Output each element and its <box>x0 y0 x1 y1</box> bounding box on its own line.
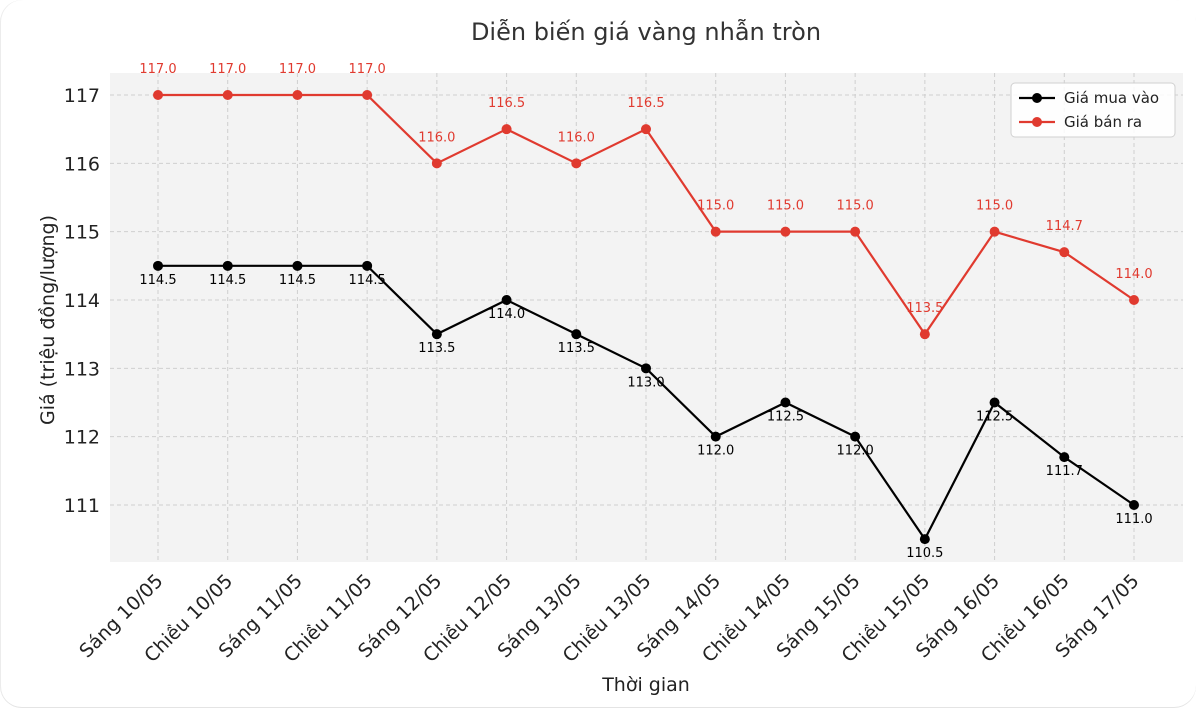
data-point <box>710 431 721 442</box>
y-tick-label: 111 <box>64 495 100 517</box>
legend-entry-label: Giá mua vào <box>1064 89 1159 107</box>
data-label: 114.5 <box>349 273 386 288</box>
legend-box <box>1010 82 1176 138</box>
x-axis-label: Thời gian <box>601 674 690 696</box>
data-labels-layer: 114.5 114.5 114.5 114.5 113.5 114.0 113.5 113.0… <box>139 62 1152 561</box>
data-label: 112.0 <box>697 444 734 459</box>
data-label: 111.0 <box>1115 512 1152 527</box>
data-label: 113.5 <box>906 301 943 316</box>
data-label: 112.0 <box>837 444 874 459</box>
data-point <box>501 294 512 305</box>
data-label: 115.0 <box>976 199 1013 214</box>
data-point <box>292 260 303 271</box>
data-point <box>431 329 442 340</box>
data-label: 114.7 <box>1046 219 1083 234</box>
data-label: 111.7 <box>1046 464 1083 479</box>
data-label: 113.0 <box>627 375 664 390</box>
data-label: 114.5 <box>139 273 176 288</box>
y-tick-label: 115 <box>64 222 100 244</box>
data-label: 117.0 <box>279 62 316 77</box>
y-tick-label: 114 <box>64 290 100 312</box>
data-point <box>850 431 861 442</box>
y-axis-label: Giá (triệu đồng/lượng) <box>37 215 59 425</box>
data-label: 115.0 <box>837 199 874 214</box>
data-point <box>222 260 233 271</box>
data-point <box>153 260 163 271</box>
data-point <box>850 226 861 237</box>
data-point <box>292 90 303 100</box>
y-tick-label: 117 <box>64 85 100 107</box>
data-label: 117.0 <box>349 62 386 77</box>
data-point <box>1129 294 1139 305</box>
data-point <box>780 397 791 408</box>
data-point <box>571 329 582 340</box>
data-label: 112.5 <box>767 409 804 424</box>
data-point <box>919 534 930 545</box>
data-label: 117.0 <box>209 62 246 77</box>
data-point <box>1059 452 1070 463</box>
data-point <box>362 90 373 100</box>
legend-swatch-marker <box>1032 117 1042 127</box>
data-label: 116.0 <box>418 130 455 145</box>
data-point <box>641 124 651 135</box>
data-point <box>501 124 512 135</box>
data-point <box>780 226 791 237</box>
data-label: 117.0 <box>139 62 176 77</box>
data-label: 114.5 <box>209 273 246 288</box>
data-label: 115.0 <box>767 199 804 214</box>
legend-swatch-marker <box>1032 93 1042 103</box>
data-label: 116.5 <box>488 96 525 111</box>
data-label: 116.0 <box>558 130 595 145</box>
data-label: 114.5 <box>279 273 316 288</box>
data-label: 116.5 <box>627 96 664 111</box>
legend-entry-label: Giá bán ra <box>1064 113 1142 131</box>
data-point <box>989 226 1000 237</box>
data-point <box>222 90 233 100</box>
data-point <box>1059 247 1070 258</box>
data-point <box>571 158 582 169</box>
data-point <box>1129 499 1139 510</box>
data-label: 113.5 <box>558 341 595 356</box>
y-tick-label: 113 <box>64 358 100 380</box>
legend: Giá mua vào Giá bán ra <box>1010 82 1176 138</box>
data-point <box>153 90 163 100</box>
data-label: 114.0 <box>488 307 525 322</box>
data-point <box>641 363 651 374</box>
data-label: 114.0 <box>1115 267 1152 282</box>
data-label: 113.5 <box>418 341 455 356</box>
data-point <box>710 226 721 237</box>
data-point <box>362 260 373 271</box>
y-axis-ticks: 111 112 113 114 115 116 117 <box>64 85 100 517</box>
data-label: 112.5 <box>976 409 1013 424</box>
data-point <box>989 397 1000 408</box>
chart-title: Diễn biến giá vàng nhẫn tròn <box>471 17 821 46</box>
y-tick-label: 112 <box>64 427 100 449</box>
data-point <box>919 329 930 340</box>
data-label: 115.0 <box>697 199 734 214</box>
data-point <box>431 158 442 169</box>
series-layer <box>153 90 1139 545</box>
data-label: 110.5 <box>906 546 943 561</box>
y-tick-label: 116 <box>64 153 100 175</box>
